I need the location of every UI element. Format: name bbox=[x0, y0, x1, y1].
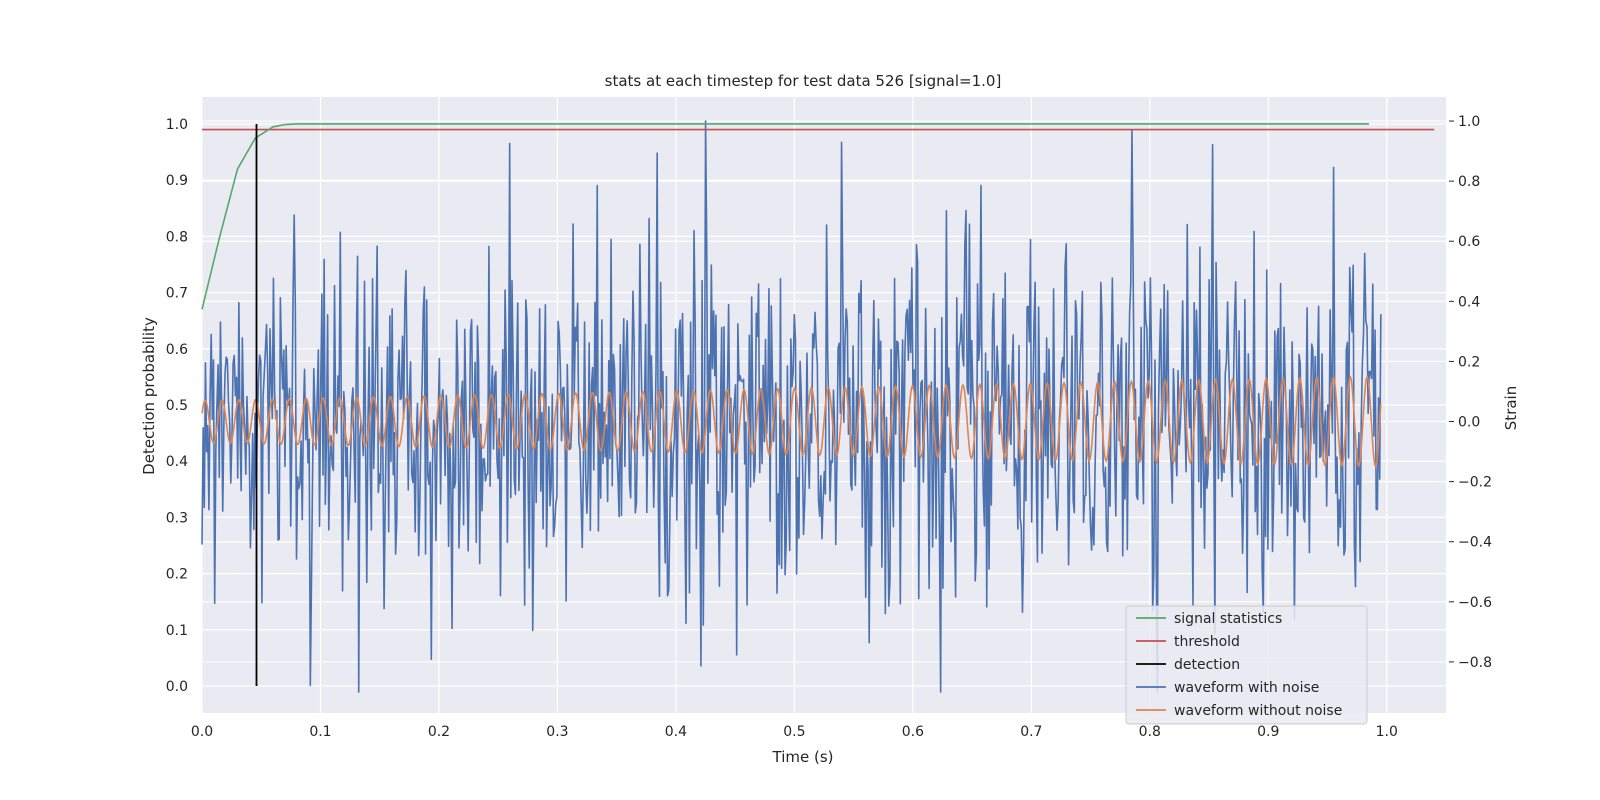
y-tick-label-right: −0.4 bbox=[1458, 535, 1492, 551]
y-tick-label-right: −0.2 bbox=[1458, 475, 1492, 491]
x-tick-label: 1.0 bbox=[1376, 724, 1398, 740]
y-tick-label-left: 0.9 bbox=[166, 173, 188, 189]
x-axis-label: Time (s) bbox=[772, 748, 834, 766]
y-tick-label-left: 0.4 bbox=[166, 454, 188, 470]
legend-label-waveform-with-noise: waveform with noise bbox=[1174, 680, 1319, 696]
legend-label-signal-statistics: signal statistics bbox=[1174, 611, 1282, 627]
waveform-without-noise-line bbox=[201, 375, 1382, 469]
x-tick-label: 0.6 bbox=[902, 724, 924, 740]
chart-title: stats at each timestep for test data 526… bbox=[605, 72, 1002, 90]
y-tick-label-left: 0.7 bbox=[166, 286, 188, 302]
y-tick-label-left: 0.8 bbox=[166, 229, 188, 245]
y-tick-label-left: 0.5 bbox=[166, 398, 188, 414]
y-axis-label-right: Strain bbox=[1502, 386, 1520, 430]
x-tick-label: 0.9 bbox=[1257, 724, 1279, 740]
x-tick-label: 0.8 bbox=[1139, 724, 1161, 740]
y-tick-label-right: 0.0 bbox=[1458, 415, 1480, 431]
y-tick-label-right: 0.8 bbox=[1458, 174, 1480, 190]
x-tick-label: 0.5 bbox=[783, 724, 805, 740]
y-tick-label-left: 0.1 bbox=[166, 623, 188, 639]
y-tick-label-left: 1.0 bbox=[166, 117, 188, 133]
x-tick-label: 0.1 bbox=[309, 724, 331, 740]
y-tick-label-left: 0.2 bbox=[166, 567, 188, 583]
x-tick-label: 0.7 bbox=[1020, 724, 1042, 740]
ticks: 0.0 0.1 0.2 0.3 0.4 0.5 0.6 0.7 0.8 0.9 1.0 0.0 0.1 0… bbox=[166, 114, 1492, 740]
signal-statistics-line bbox=[201, 123, 1369, 310]
y-tick-label-right: 1.0 bbox=[1458, 114, 1480, 130]
legend-label-detection: detection bbox=[1174, 657, 1240, 673]
legend-box bbox=[1125, 605, 1368, 725]
y-tick-label-right: 0.6 bbox=[1458, 234, 1480, 250]
legend-label-waveform-without-noise: waveform without noise bbox=[1174, 703, 1342, 719]
x-tick-label: 0.2 bbox=[428, 724, 450, 740]
y-tick-label-right: 0.2 bbox=[1458, 354, 1480, 370]
series-layer bbox=[201, 120, 1435, 693]
y-tick-label-left: 0.6 bbox=[166, 342, 188, 358]
x-tick-label: 0.0 bbox=[191, 724, 213, 740]
x-tick-label: 0.3 bbox=[546, 724, 568, 740]
y-tick-label-right: −0.6 bbox=[1458, 595, 1492, 611]
x-tick-label: 0.4 bbox=[665, 724, 687, 740]
y-tick-label-right: 0.4 bbox=[1458, 294, 1480, 310]
y-tick-label-left: 0.0 bbox=[166, 679, 188, 695]
y-tick-label-right: −0.8 bbox=[1458, 655, 1492, 671]
y-axis-label-left: Detection probability bbox=[140, 317, 158, 475]
legend: signal statistics threshold detection wavef… bbox=[1125, 605, 1368, 725]
y-tick-label-left: 0.3 bbox=[166, 510, 188, 526]
legend-label-threshold: threshold bbox=[1174, 634, 1240, 650]
